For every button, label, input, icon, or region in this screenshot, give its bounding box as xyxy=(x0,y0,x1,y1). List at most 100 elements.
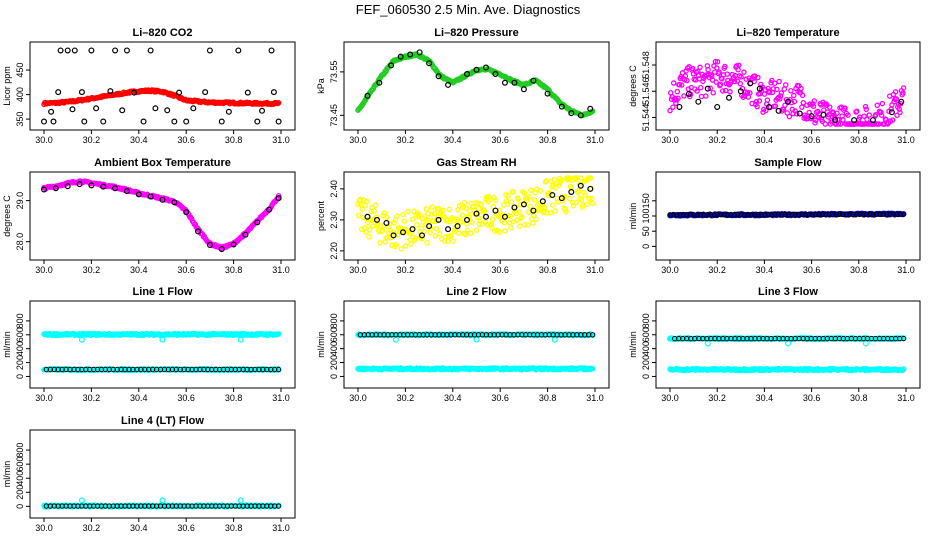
data-point xyxy=(808,113,815,120)
data-point xyxy=(377,239,383,246)
data-point xyxy=(717,81,724,88)
plot-frame xyxy=(343,300,610,389)
data-point xyxy=(473,210,480,217)
data-point xyxy=(764,97,771,103)
data-point xyxy=(275,193,282,199)
data-point xyxy=(508,199,515,205)
data-point xyxy=(772,103,779,109)
data-point xyxy=(675,95,681,102)
data-point xyxy=(544,90,551,97)
data-point xyxy=(755,74,761,81)
data-point xyxy=(735,66,741,73)
x-tick-label: 31.0 xyxy=(272,393,290,403)
data-point xyxy=(482,213,489,220)
y-tick-label: 600 xyxy=(329,327,339,342)
data-point xyxy=(519,214,525,220)
data-point xyxy=(578,175,584,181)
data-point xyxy=(786,113,793,120)
data-point xyxy=(889,117,896,123)
data-point xyxy=(376,79,383,86)
data-point xyxy=(854,108,860,115)
x-tick-label: 30.2 xyxy=(708,135,726,145)
y-axis-label: Licor ppm xyxy=(2,66,12,106)
data-point xyxy=(862,340,869,347)
chart-title: Ambient Box Temperature xyxy=(94,157,231,169)
data-point xyxy=(713,79,719,85)
data-point xyxy=(563,208,569,215)
data-point xyxy=(832,117,839,124)
data-point xyxy=(850,211,856,218)
y-tick-label: 29.0 xyxy=(15,192,25,210)
data-point xyxy=(140,118,147,125)
data-point xyxy=(235,47,242,54)
data-point xyxy=(864,116,870,123)
y-tick-label: 800 xyxy=(15,443,25,458)
data-point xyxy=(685,90,692,97)
data-point xyxy=(367,227,373,233)
data-point xyxy=(123,47,130,54)
data-point xyxy=(878,112,885,118)
y-tick-label: 51.548 xyxy=(641,51,651,79)
x-tick-label: 30.8 xyxy=(539,135,557,145)
data-point xyxy=(442,234,449,240)
x-tick-label: 30.6 xyxy=(491,265,509,275)
data-point xyxy=(88,182,95,189)
data-point xyxy=(568,185,575,192)
series-low xyxy=(355,365,596,373)
x-tick-label: 31.0 xyxy=(272,265,290,275)
data-point xyxy=(378,223,384,229)
data-point xyxy=(454,223,461,230)
data-point xyxy=(745,94,752,100)
data-point xyxy=(364,213,371,220)
chart-title: Line 1 Flow xyxy=(133,286,193,298)
y-tick-label: 600 xyxy=(641,327,651,342)
data-point xyxy=(704,85,711,92)
data-point xyxy=(684,212,690,218)
data-point xyxy=(64,47,71,54)
data-point xyxy=(900,211,907,217)
data-point xyxy=(577,112,584,119)
y-tick-label: 800 xyxy=(329,313,339,328)
y-tick-label: 0 xyxy=(15,374,25,379)
data-point xyxy=(100,118,107,125)
data-point xyxy=(400,211,406,218)
data-point xyxy=(570,202,577,209)
data-point xyxy=(782,211,788,218)
data-point xyxy=(52,185,59,192)
series-raw xyxy=(667,211,907,218)
x-tick-label: 30.0 xyxy=(35,523,53,533)
data-point xyxy=(697,64,703,71)
data-point xyxy=(792,211,798,218)
data-point xyxy=(458,218,464,224)
x-tick-label: 30.6 xyxy=(177,523,195,533)
data-point xyxy=(131,89,138,96)
data-point xyxy=(799,211,805,218)
data-point xyxy=(736,62,742,68)
chart-panel: Sample Flow ml/min 30.0 30.2 30.4 30.6 30.8 31.… xyxy=(628,157,921,275)
data-point xyxy=(704,211,710,218)
chart-title: Li–820 CO2 xyxy=(133,27,193,39)
data-point xyxy=(775,211,782,218)
series-average xyxy=(355,51,596,119)
data-point xyxy=(218,246,225,253)
data-point xyxy=(419,235,425,242)
chart-title: Line 4 (LT) Flow xyxy=(121,415,204,427)
data-point xyxy=(896,106,902,112)
data-point xyxy=(147,47,154,54)
data-point xyxy=(373,214,380,220)
data-point xyxy=(555,199,561,205)
data-point xyxy=(585,175,591,181)
x-tick-label: 30.2 xyxy=(397,265,415,275)
data-point xyxy=(769,89,776,96)
data-point xyxy=(694,88,700,94)
x-tick-label: 30.4 xyxy=(444,265,462,275)
data-point xyxy=(355,212,362,219)
y-tick-label: 400 xyxy=(15,471,25,486)
data-point xyxy=(678,82,685,88)
data-point xyxy=(711,211,717,218)
x-tick-label: 30.0 xyxy=(349,135,367,145)
x-tick-label: 30.6 xyxy=(177,135,195,145)
data-point xyxy=(789,211,795,218)
series-raw xyxy=(364,49,594,119)
data-point xyxy=(78,89,85,96)
